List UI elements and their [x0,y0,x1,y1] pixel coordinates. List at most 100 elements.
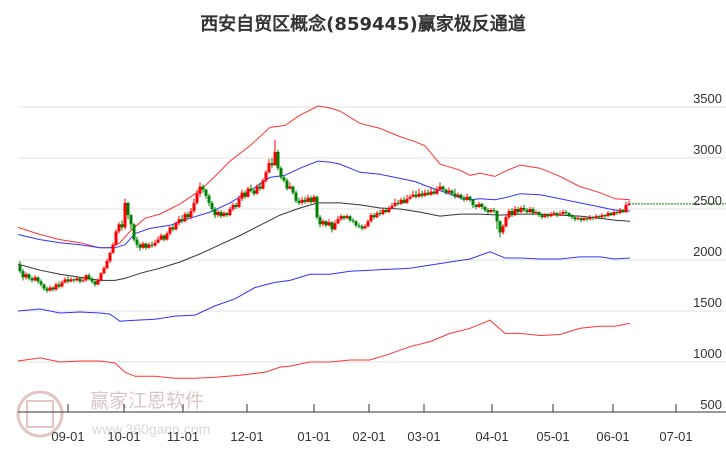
outer-upper-line [17,105,631,249]
inner-lower-line [17,251,631,322]
candle [561,212,565,215]
candle [474,204,478,207]
y-tick-label: 500 [700,397,722,412]
candle [270,163,274,166]
candle [228,209,232,216]
candle [531,209,535,214]
candle [225,213,229,216]
candle [552,213,556,215]
candle [75,278,79,281]
candle [585,218,589,220]
candle [234,204,238,207]
candle [570,215,574,218]
candle [96,280,100,285]
candle [606,213,610,217]
candle [321,221,325,225]
candle [489,210,493,213]
candle [81,280,85,282]
candle [540,215,544,218]
candle [108,252,112,262]
candle [147,244,151,248]
y-tick-label: 1000 [693,346,722,361]
candle [156,239,160,243]
candle [327,222,331,226]
candle [117,224,121,232]
candle [375,213,379,218]
candle [87,275,91,279]
inner-upper-line [17,160,631,249]
candle [504,217,508,227]
x-tick-label: 02-01 [352,429,385,444]
candle [51,287,55,290]
candle [396,202,400,204]
candle [543,215,547,218]
candle [354,221,358,226]
candle [534,212,538,214]
candle [627,203,631,205]
candle [366,221,370,227]
candle [522,207,526,211]
candle [624,204,628,213]
candle [90,278,94,282]
candle [597,216,601,218]
watermark-url: www.360gann.com [91,421,210,437]
candle [162,235,166,240]
candle [204,189,208,196]
candle [24,274,28,278]
candle [165,233,169,240]
candle [573,217,577,220]
candle [513,209,517,216]
candle [159,235,163,240]
candle [291,186,295,193]
candle [477,203,481,207]
candle [57,284,61,287]
candle [114,231,118,245]
candle [84,275,88,281]
x-tick-label: 06-01 [596,429,629,444]
candle [306,197,310,202]
candle [468,196,472,200]
watermark-seal-square [26,400,54,428]
candle [450,190,454,194]
candle [300,199,304,203]
candle [519,207,523,213]
candle [141,243,145,248]
candle [66,279,70,282]
grid-lines [18,106,726,363]
candle [285,180,289,189]
candle [372,215,376,218]
candle [576,218,580,220]
candle [381,210,385,215]
candle [48,287,52,291]
candle [231,204,235,209]
candle [345,216,349,219]
candle [360,226,364,229]
candle [429,191,433,195]
candle [273,151,277,166]
candle [357,225,361,227]
candle [414,194,418,197]
candle [39,281,43,285]
y-tick-label: 2000 [693,244,722,259]
candle [471,199,475,205]
candle [129,215,133,225]
candle [21,271,25,278]
candle [369,215,373,222]
candle [525,210,529,213]
candle [246,188,250,197]
candle [447,190,451,193]
candle [459,194,463,198]
candle [195,193,199,203]
watermark-seal-icon [16,390,64,438]
candle [444,189,448,193]
candle [303,199,307,202]
candle [297,200,301,203]
candle [171,227,175,230]
candle [276,151,280,169]
candle [105,261,109,269]
candle [564,212,568,214]
x-axis: 09-01 10-01 11-01 12-01 01-01 02-01 03-01 04-01… [18,404,726,444]
watermark: 赢家江恩软件 www.360gann.com [16,390,210,438]
candle [333,223,337,230]
candle [615,212,619,214]
